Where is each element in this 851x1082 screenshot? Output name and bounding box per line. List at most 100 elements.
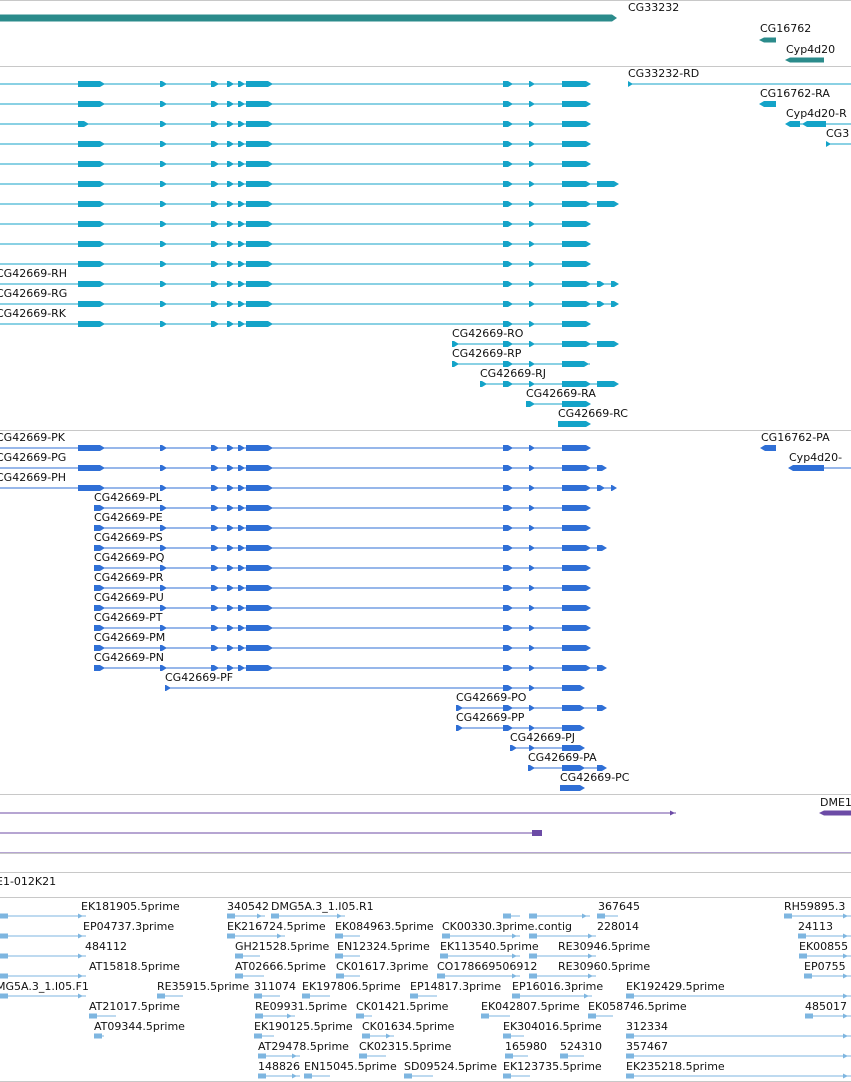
exon-block[interactable] (529, 361, 530, 367)
gene-label[interactable]: CG33232 (628, 1, 680, 14)
exon-block[interactable] (211, 221, 214, 227)
exon-block[interactable] (246, 201, 268, 207)
strand-arrow[interactable] (586, 485, 591, 491)
strand-arrow[interactable] (586, 665, 591, 671)
strand-arrow[interactable] (843, 933, 848, 939)
strand-arrow[interactable] (508, 321, 513, 327)
exon-block[interactable] (562, 361, 584, 367)
exon-block[interactable] (160, 321, 162, 327)
exon-block[interactable] (246, 301, 268, 307)
exon-block[interactable] (437, 973, 445, 979)
exon-block[interactable] (160, 201, 162, 207)
strand-arrow[interactable] (530, 525, 535, 531)
exon-block[interactable] (238, 665, 240, 671)
exon-block[interactable] (238, 485, 240, 491)
strand-arrow[interactable] (508, 545, 513, 551)
strand-arrow[interactable] (214, 321, 219, 327)
strand-arrow[interactable] (268, 545, 273, 551)
strand-arrow[interactable] (586, 81, 591, 87)
exon-block[interactable] (227, 525, 229, 531)
exon-block[interactable] (562, 465, 586, 471)
exon-block[interactable] (246, 141, 268, 147)
exon-block[interactable] (246, 665, 268, 671)
exon-block[interactable] (529, 585, 530, 591)
est-label[interactable]: AT02666.5prime (235, 960, 326, 973)
exon-block[interactable] (526, 401, 530, 407)
exon-block[interactable] (0, 993, 8, 999)
est-label[interactable]: 228014 (597, 920, 639, 933)
exon-block[interactable] (246, 485, 268, 491)
strand-arrow[interactable] (162, 181, 167, 187)
exon-block[interactable] (529, 261, 530, 267)
transcript-label[interactable]: CG42669-RK (0, 307, 67, 320)
strand-arrow[interactable] (508, 341, 513, 347)
est-label[interactable]: DMG5A.3_1.I05.R1 (271, 900, 374, 913)
exon-block[interactable] (404, 1073, 412, 1079)
strand-arrow[interactable] (508, 141, 513, 147)
exon-block[interactable] (529, 545, 530, 551)
exon-block[interactable] (440, 953, 448, 959)
exon-block[interactable] (558, 421, 586, 427)
strand-arrow[interactable] (530, 321, 535, 327)
strand-arrow[interactable] (530, 181, 535, 187)
exon-block[interactable] (160, 645, 162, 651)
exon-block[interactable] (529, 973, 537, 979)
exon-block[interactable] (211, 101, 214, 107)
strand-arrow[interactable] (530, 605, 535, 611)
strand-arrow[interactable] (287, 1013, 292, 1019)
exon-block[interactable] (78, 221, 100, 227)
exon-block[interactable] (597, 465, 602, 471)
exon-block[interactable] (503, 465, 508, 471)
strand-arrow[interactable] (229, 261, 234, 267)
transcript-label[interactable]: CG42669-PU (94, 591, 164, 604)
exon-block[interactable] (597, 341, 614, 347)
exon-block[interactable] (246, 525, 268, 531)
strand-arrow[interactable] (508, 665, 513, 671)
strand-arrow[interactable] (512, 933, 517, 939)
est-label[interactable]: CK00330.3prime.contig (442, 920, 573, 933)
strand-arrow[interactable] (614, 281, 619, 287)
strand-arrow[interactable] (214, 201, 219, 207)
exon-block[interactable] (503, 361, 508, 367)
strand-arrow[interactable] (162, 121, 167, 127)
exon-block[interactable] (456, 705, 458, 711)
exon-block[interactable] (78, 445, 100, 451)
exon-block[interactable] (562, 201, 586, 207)
strand-arrow[interactable] (588, 953, 593, 959)
exon-block[interactable] (227, 565, 229, 571)
strand-arrow[interactable] (162, 281, 167, 287)
est-label[interactable]: AT21017.5prime (89, 1000, 180, 1013)
exon-block[interactable] (238, 141, 240, 147)
exon-block[interactable] (246, 605, 268, 611)
strand-arrow[interactable] (229, 221, 234, 227)
exon-block[interactable] (227, 281, 229, 287)
strand-arrow[interactable] (512, 745, 517, 751)
strand-arrow[interactable] (78, 973, 83, 979)
strand-arrow[interactable] (214, 585, 219, 591)
exon-block[interactable] (529, 705, 530, 711)
strand-arrow[interactable] (843, 1053, 848, 1059)
exon-block[interactable] (529, 81, 530, 87)
exon-block[interactable] (529, 301, 530, 307)
exon-block[interactable] (211, 261, 214, 267)
exon-block[interactable] (227, 81, 229, 87)
exon-block[interactable] (246, 465, 268, 471)
strand-arrow[interactable] (214, 525, 219, 531)
exon-block[interactable] (356, 1013, 364, 1019)
exon-block[interactable] (94, 585, 100, 591)
exon-block[interactable] (765, 445, 776, 451)
exon-block[interactable] (805, 1013, 813, 1019)
exon-block[interactable] (165, 685, 166, 691)
exon-block[interactable] (359, 1053, 367, 1059)
exon-block[interactable] (529, 525, 530, 531)
exon-block[interactable] (246, 625, 268, 631)
strand-arrow[interactable] (100, 445, 105, 451)
strand-arrow[interactable] (530, 81, 535, 87)
strand-arrow[interactable] (162, 545, 167, 551)
exon-block[interactable] (227, 261, 229, 267)
exon-block[interactable] (211, 241, 214, 247)
exon-block[interactable] (529, 141, 530, 147)
strand-arrow[interactable] (214, 645, 219, 651)
strand-arrow[interactable] (530, 121, 535, 127)
strand-arrow[interactable] (268, 101, 273, 107)
